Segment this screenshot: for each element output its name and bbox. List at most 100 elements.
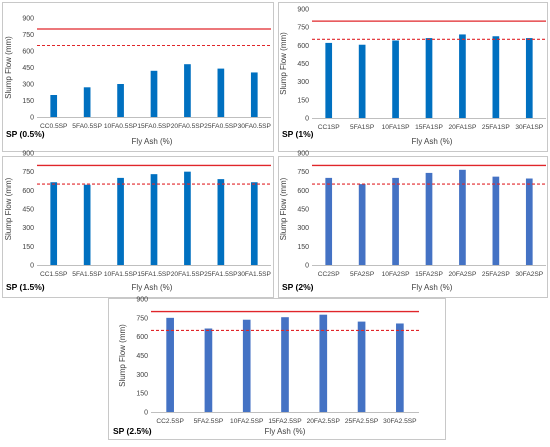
bar-10FA1SP <box>392 40 399 118</box>
bar-CC1SP <box>325 42 333 118</box>
y-tick-label: 300 <box>22 82 34 89</box>
category-label: 20FA1.5SP <box>171 271 205 278</box>
y-tick-label: 900 <box>297 7 309 14</box>
category-label: 15FA1.5SP <box>137 271 171 278</box>
category-label: 25FA2SP <box>482 271 510 278</box>
y-axis-title: Slump Flow (mm) <box>118 324 127 387</box>
y-tick-label: 0 <box>144 410 148 417</box>
bar-CC1.5SP <box>50 182 58 265</box>
y-axis-title: Slump Flow (mm) <box>279 32 288 95</box>
bar-5FA2.5SP <box>204 328 213 412</box>
bar-30FA2.5SP <box>396 323 404 412</box>
bar-5FA1.5SP <box>83 184 91 265</box>
category-label: 5FA2.5SP <box>194 418 224 425</box>
y-tick-label: 600 <box>22 49 34 56</box>
category-label: 5FA1.5SP <box>72 271 102 278</box>
y-tick-label: 150 <box>136 391 148 398</box>
bar-25FA2SP <box>492 176 500 265</box>
y-tick-label: 900 <box>22 151 34 158</box>
bar-30FA2SP <box>525 178 533 265</box>
bar-10FA1.5SP <box>117 177 124 265</box>
category-label: 30FA1SP <box>515 124 543 131</box>
x-axis-title: Fly Ash (%) <box>412 137 453 146</box>
y-tick-label: 450 <box>136 353 148 360</box>
bar-15FA0.5SP <box>150 70 158 117</box>
panel-label: SP (1.5%) <box>6 282 45 292</box>
bar-20FA1SP <box>459 34 466 118</box>
bar-15FA2SP <box>425 172 433 265</box>
y-tick-label: 750 <box>136 315 148 322</box>
category-label: CC0.5SP <box>40 123 68 130</box>
category-label: 30FA2.5SP <box>383 418 417 425</box>
category-label: 10FA1SP <box>382 124 410 131</box>
bar-15FA1.5SP <box>150 174 158 265</box>
y-axis-title: Slump Flow (mm) <box>4 36 13 99</box>
category-label: 20FA2.5SP <box>307 418 341 425</box>
y-tick-label: 450 <box>22 65 34 72</box>
y-tick-label: 600 <box>22 188 34 195</box>
bar-25FA0.5SP <box>217 68 225 117</box>
bar-10FA2SP <box>392 177 399 265</box>
y-tick-label: 300 <box>297 79 309 86</box>
bar-30FA0.5SP <box>250 72 258 117</box>
panel-label: SP (2%) <box>282 282 314 292</box>
y-tick-label: 450 <box>297 61 309 68</box>
y-tick-label: 750 <box>22 32 34 39</box>
bar-CC0.5SP <box>50 95 58 117</box>
category-label: 10FA0.5SP <box>104 123 138 130</box>
bar-25FA1.5SP <box>217 179 225 265</box>
category-label: 15FA0.5SP <box>137 123 171 130</box>
bar-5FA2SP <box>358 184 366 265</box>
y-tick-label: 150 <box>297 97 309 104</box>
panel-frame <box>2 156 274 298</box>
category-label: CC2SP <box>318 271 341 278</box>
category-label: CC1SP <box>318 124 341 131</box>
y-axis-title: Slump Flow (mm) <box>279 177 288 240</box>
bar-15FA2.5SP <box>281 317 289 412</box>
y-tick-label: 750 <box>297 169 309 176</box>
panel-label: SP (1%) <box>282 129 314 139</box>
category-label: 15FA1SP <box>415 124 443 131</box>
y-tick-label: 750 <box>297 25 309 32</box>
bar-15FA1SP <box>425 38 433 118</box>
bar-CC2.5SP <box>166 317 174 412</box>
y-tick-label: 900 <box>136 297 148 304</box>
y-tick-label: 600 <box>297 188 309 195</box>
category-label: 25FA1.5SP <box>204 271 238 278</box>
y-tick-label: 900 <box>22 16 34 23</box>
y-tick-label: 150 <box>22 98 34 105</box>
category-label: 10FA2SP <box>382 271 410 278</box>
category-label: 5FA0.5SP <box>72 123 102 130</box>
x-axis-title: Fly Ash (%) <box>265 427 306 436</box>
y-tick-label: 0 <box>30 263 34 270</box>
bar-20FA0.5SP <box>184 64 191 117</box>
category-label: 30FA2SP <box>515 271 543 278</box>
bar-5FA1SP <box>358 44 366 118</box>
category-label: 25FA0.5SP <box>204 123 238 130</box>
bar-25FA1SP <box>492 36 500 118</box>
chart-panel-3: 0 150 300 450 600 750 900 Slump Flow (mm) CC1.5S… <box>2 151 274 298</box>
y-axis-title: Slump Flow (mm) <box>4 177 13 240</box>
bar-10FA0.5SP <box>117 84 124 117</box>
bar-25FA2.5SP <box>357 321 366 412</box>
y-tick-label: 750 <box>22 169 34 176</box>
x-axis-title: Fly Ash (%) <box>412 283 453 292</box>
bar-10FA2.5SP <box>242 319 251 412</box>
bar-20FA2SP <box>459 169 466 265</box>
bar-20FA2.5SP <box>319 314 328 412</box>
category-label: 5FA1SP <box>350 124 375 131</box>
category-label: 15FA2.5SP <box>268 418 302 425</box>
category-label: CC2.5SP <box>156 418 184 425</box>
panel-label: SP (2.5%) <box>113 426 152 436</box>
chart-panel-2: 0 150 300 450 600 750 900 Slump Flow (mm) CC1SP 5… <box>278 2 548 152</box>
category-label: 30FA1.5SP <box>238 271 272 278</box>
category-label: 20FA1SP <box>448 124 476 131</box>
y-tick-label: 300 <box>297 225 309 232</box>
category-label: 15FA2SP <box>415 271 443 278</box>
chart-panel-5: 0 150 300 450 600 750 900 Slump Flow (mm) CC2.5S… <box>108 297 446 440</box>
y-tick-label: 150 <box>22 244 34 251</box>
category-label: 20FA2SP <box>448 271 476 278</box>
bar-30FA1.5SP <box>250 182 258 265</box>
